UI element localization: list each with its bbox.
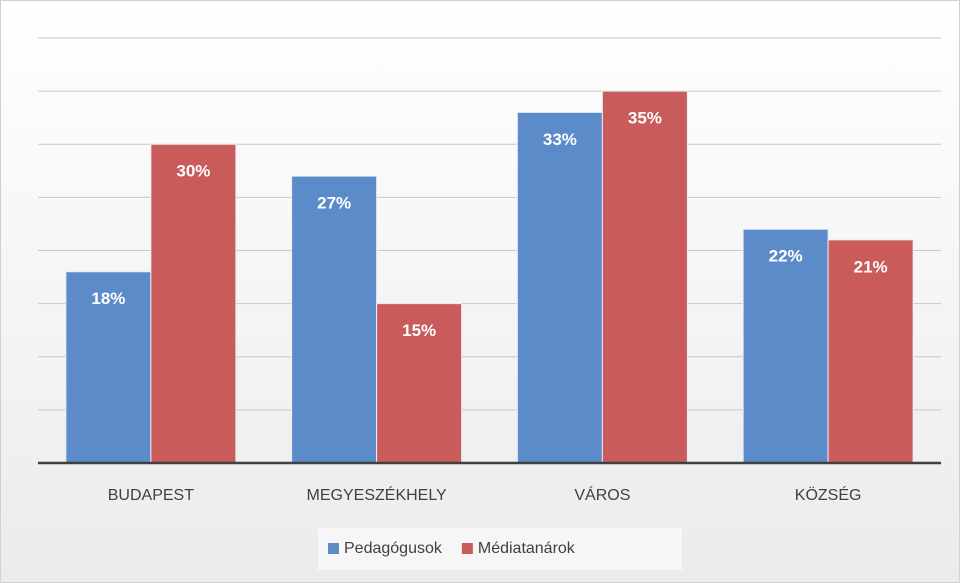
data-label: 22% (769, 247, 803, 266)
data-label: 15% (402, 321, 436, 340)
x-tick-label: VÁROS (574, 485, 630, 504)
x-tick-label: KÖZSÉG (795, 485, 862, 504)
legend-label: Pedagógusok (344, 540, 443, 557)
bar (291, 175, 378, 464)
bar (376, 303, 463, 464)
legend-swatch (328, 543, 339, 554)
data-label: 21% (854, 257, 888, 276)
data-label: 35% (628, 109, 662, 128)
bar (601, 90, 688, 464)
legend-label: Médiatanárok (478, 540, 576, 557)
bar (742, 228, 829, 464)
legend-swatch (461, 543, 473, 554)
bar (65, 271, 152, 464)
data-label: 18% (91, 289, 125, 308)
data-label: 30% (176, 162, 210, 181)
legend-box (318, 528, 682, 570)
x-tick-label: BUDAPEST (108, 487, 194, 504)
bar (516, 111, 603, 464)
data-label: 33% (543, 130, 577, 149)
data-label: 27% (317, 194, 351, 213)
x-tick-label: MEGYESZÉKHELY (307, 485, 448, 504)
bar (827, 239, 914, 464)
bar (150, 143, 237, 464)
